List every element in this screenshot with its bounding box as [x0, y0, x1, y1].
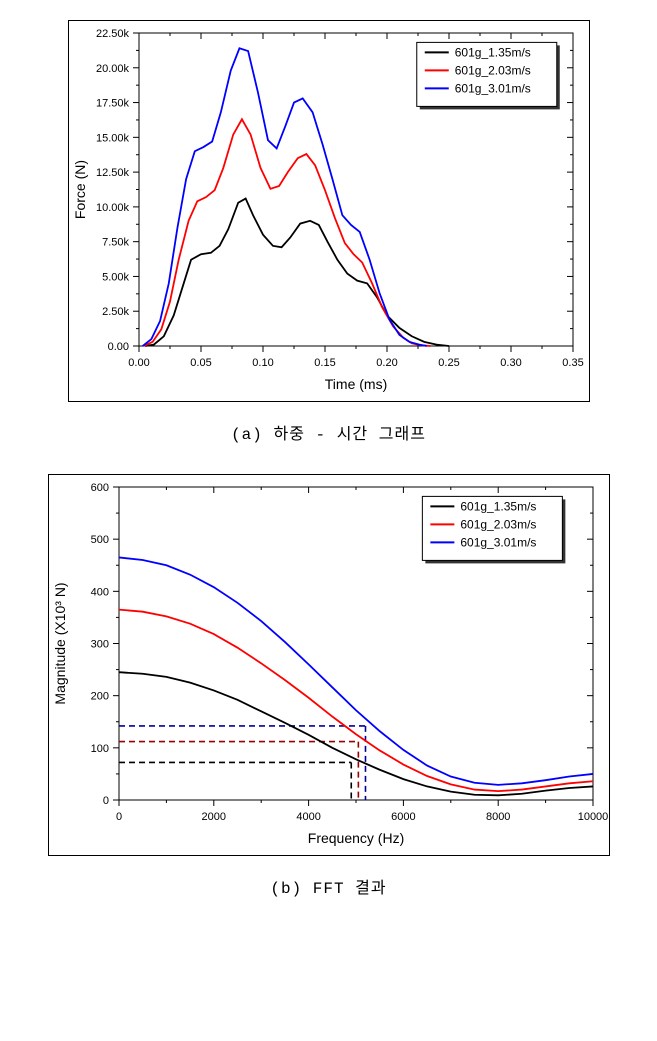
- svg-text:0.15: 0.15: [314, 357, 335, 369]
- svg-text:601g_3.01m/s: 601g_3.01m/s: [460, 535, 536, 549]
- svg-text:0.25: 0.25: [438, 357, 459, 369]
- svg-text:100: 100: [90, 743, 108, 755]
- svg-text:0.35: 0.35: [562, 357, 583, 369]
- svg-text:0.30: 0.30: [500, 357, 521, 369]
- svg-text:600: 600: [90, 482, 108, 494]
- svg-text:4000: 4000: [296, 811, 320, 823]
- svg-text:17.50k: 17.50k: [95, 98, 129, 110]
- svg-text:0.10: 0.10: [252, 357, 273, 369]
- svg-text:Time (ms): Time (ms): [324, 376, 386, 392]
- svg-text:400: 400: [90, 586, 108, 598]
- svg-text:601g_3.01m/s: 601g_3.01m/s: [454, 81, 530, 95]
- svg-text:0.20: 0.20: [376, 357, 397, 369]
- svg-text:2000: 2000: [201, 811, 225, 823]
- svg-text:Magnitude (X10³ N): Magnitude (X10³ N): [52, 582, 68, 704]
- svg-text:0.00: 0.00: [128, 357, 149, 369]
- svg-text:0.05: 0.05: [190, 357, 211, 369]
- svg-text:2.50k: 2.50k: [102, 306, 129, 318]
- svg-text:Frequency (Hz): Frequency (Hz): [307, 830, 403, 846]
- figure-b: 0 2000 4000 6000 8000 10000 0 100 200 300 400 500 60…: [20, 474, 637, 898]
- svg-text:601g_1.35m/s: 601g_1.35m/s: [460, 499, 536, 513]
- caption-a: (a) 하중 - 시간 그래프: [20, 420, 637, 444]
- svg-text:0: 0: [102, 795, 108, 807]
- svg-text:15.00k: 15.00k: [95, 132, 129, 144]
- caption-b: (b) FFT 결과: [20, 874, 637, 898]
- svg-text:20.00k: 20.00k: [95, 63, 129, 75]
- svg-text:601g_1.35m/s: 601g_1.35m/s: [454, 45, 530, 59]
- svg-text:10000: 10000: [577, 811, 608, 823]
- svg-text:6000: 6000: [391, 811, 415, 823]
- svg-text:601g_2.03m/s: 601g_2.03m/s: [460, 517, 536, 531]
- svg-text:500: 500: [90, 534, 108, 546]
- svg-text:10.00k: 10.00k: [95, 202, 129, 214]
- svg-text:Force (N): Force (N): [72, 160, 88, 219]
- svg-text:22.50k: 22.50k: [95, 28, 129, 40]
- chart-a-plot: 0.00 0.05 0.10 0.15 0.20 0.25 0.30 0.35 0.00 2.50…: [68, 20, 590, 402]
- svg-text:0.00: 0.00: [107, 341, 128, 353]
- svg-text:0: 0: [115, 811, 121, 823]
- svg-text:8000: 8000: [485, 811, 509, 823]
- svg-text:300: 300: [90, 639, 108, 651]
- chart-b-plot: 0 2000 4000 6000 8000 10000 0 100 200 300 400 500 60…: [48, 474, 610, 856]
- figure-a: 0.00 0.05 0.10 0.15 0.20 0.25 0.30 0.35 0.00 2.50…: [20, 20, 637, 444]
- svg-text:7.50k: 7.50k: [102, 237, 129, 249]
- svg-text:12.50k: 12.50k: [95, 167, 129, 179]
- svg-text:601g_2.03m/s: 601g_2.03m/s: [454, 63, 530, 77]
- svg-text:200: 200: [90, 691, 108, 703]
- svg-text:5.00k: 5.00k: [102, 271, 129, 283]
